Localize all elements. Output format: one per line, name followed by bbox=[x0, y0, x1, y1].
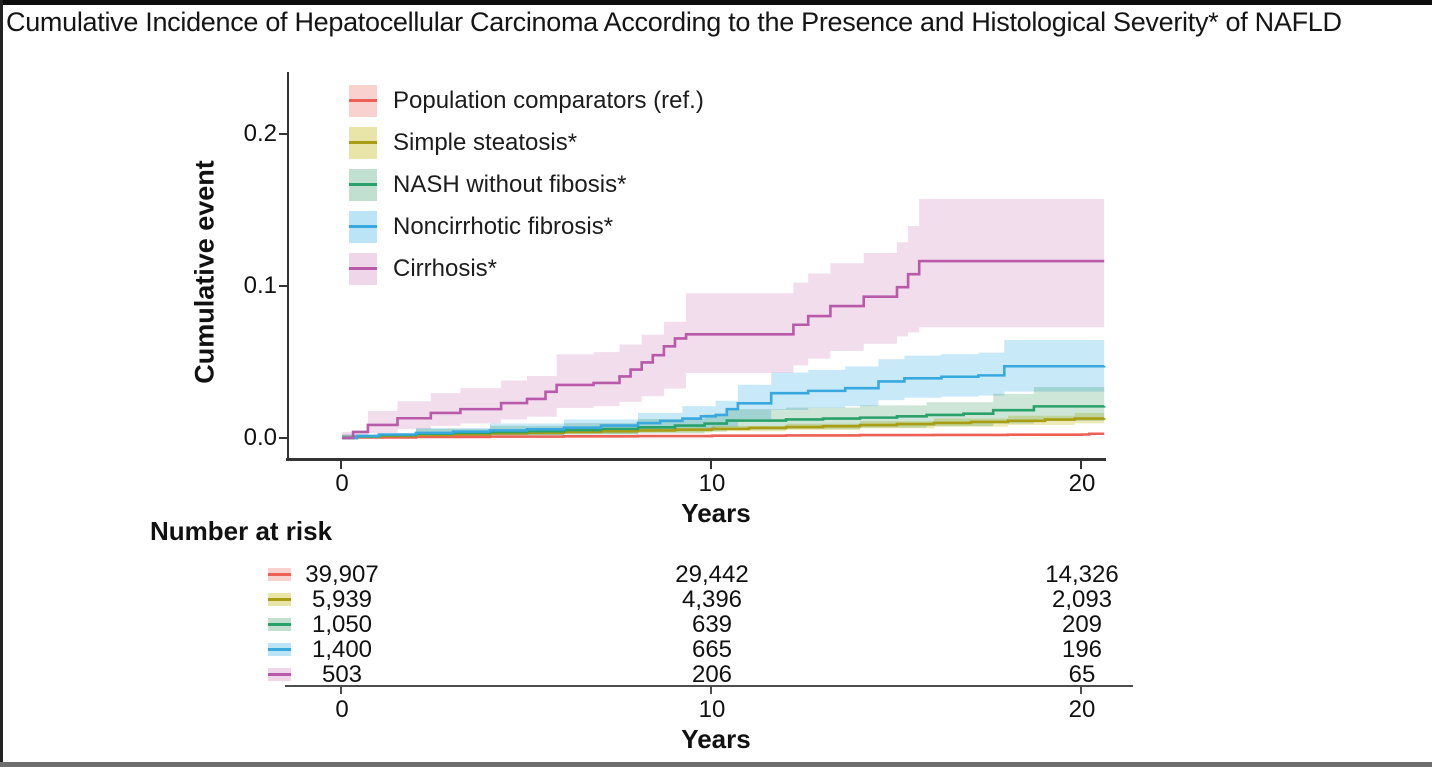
risk-tick-mark bbox=[1080, 687, 1082, 694]
y-tick-label: 0.0 bbox=[243, 424, 277, 451]
legend-line-sample bbox=[349, 141, 377, 144]
legend-swatch bbox=[349, 253, 377, 285]
x-tick-label: 0 bbox=[335, 470, 349, 497]
risk-count: 29,442 bbox=[675, 561, 749, 588]
risk-count: 5,939 bbox=[311, 586, 373, 613]
frame-border-top bbox=[0, 0, 1432, 5]
legend-label: NASH without fibosis* bbox=[393, 171, 627, 198]
risk-table-title: Number at risk bbox=[150, 516, 333, 546]
y-axis-line bbox=[287, 72, 289, 460]
frame-border-bottom bbox=[0, 762, 1432, 767]
risk-count: 65 bbox=[1068, 661, 1096, 688]
figure-title: Cumulative Incidence of Hepatocellular C… bbox=[6, 7, 1342, 37]
risk-row-swatch bbox=[268, 668, 291, 681]
risk-row-line-sample bbox=[268, 573, 291, 576]
risk-count: 2,093 bbox=[1051, 586, 1113, 613]
x-tick-mark bbox=[710, 461, 712, 469]
risk-count: 4,396 bbox=[681, 586, 743, 613]
y-tick-label: 0.1 bbox=[243, 272, 277, 299]
risk-row-line-sample bbox=[268, 673, 291, 676]
risk-count: 665 bbox=[691, 636, 733, 663]
risk-count: 639 bbox=[691, 611, 733, 638]
risk-x-axis-title: Years bbox=[681, 724, 751, 754]
legend-label: Population comparators (ref.) bbox=[393, 87, 704, 114]
risk-row-swatch bbox=[268, 568, 291, 581]
x-tick-label: 10 bbox=[698, 470, 726, 497]
legend-swatch bbox=[349, 211, 377, 243]
risk-count: 206 bbox=[691, 661, 733, 688]
y-axis-title: Cumulative event bbox=[189, 160, 220, 384]
risk-row-line-sample bbox=[268, 598, 291, 601]
x-axis-line bbox=[286, 458, 1106, 461]
risk-count: 39,907 bbox=[305, 561, 379, 588]
legend-label: Noncirrhotic fibrosis* bbox=[393, 213, 614, 240]
legend-swatch bbox=[349, 85, 377, 117]
legend-line-sample bbox=[349, 99, 377, 102]
y-tick-mark bbox=[279, 285, 287, 287]
legend-line-sample bbox=[349, 267, 377, 270]
risk-tick-mark bbox=[710, 687, 712, 694]
risk-count: 209 bbox=[1061, 611, 1103, 638]
risk-row-line-sample bbox=[268, 623, 291, 626]
risk-tick-label: 0 bbox=[335, 696, 349, 723]
x-tick-mark bbox=[1080, 461, 1082, 469]
legend-line-sample bbox=[349, 183, 377, 186]
risk-count: 14,326 bbox=[1045, 561, 1119, 588]
x-tick-mark bbox=[340, 461, 342, 469]
y-tick-mark bbox=[279, 133, 287, 135]
legend-label: Simple steatosis* bbox=[393, 129, 578, 156]
y-tick-label: 0.2 bbox=[243, 120, 277, 147]
risk-count: 1,050 bbox=[311, 611, 373, 638]
legend-label: Cirrhosis* bbox=[393, 255, 498, 282]
risk-row-swatch bbox=[268, 643, 291, 656]
risk-count: 1,400 bbox=[311, 636, 373, 663]
legend-swatch bbox=[349, 169, 377, 201]
legend-swatch bbox=[349, 127, 377, 159]
frame-border-left bbox=[0, 0, 3, 767]
risk-tick-label: 10 bbox=[698, 696, 726, 723]
legend-line-sample bbox=[349, 225, 377, 228]
risk-row-swatch bbox=[268, 618, 291, 631]
x-tick-label: 20 bbox=[1068, 470, 1096, 497]
risk-axis-line bbox=[285, 685, 1133, 687]
risk-row-swatch bbox=[268, 593, 291, 606]
risk-tick-mark bbox=[340, 687, 342, 694]
risk-tick-label: 20 bbox=[1068, 696, 1096, 723]
risk-count: 196 bbox=[1061, 636, 1103, 663]
y-tick-mark bbox=[279, 437, 287, 439]
risk-row-line-sample bbox=[268, 648, 291, 651]
x-axis-title: Years bbox=[681, 498, 751, 528]
risk-count: 503 bbox=[321, 661, 363, 688]
